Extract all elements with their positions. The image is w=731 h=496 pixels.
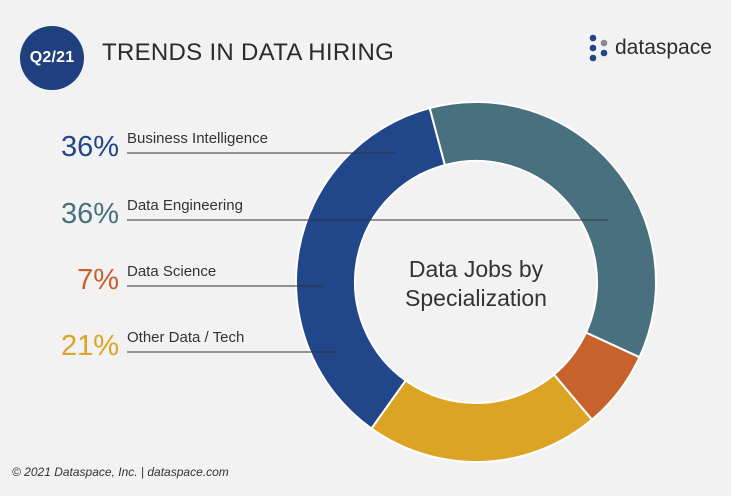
donut-slice-other-data-tech xyxy=(370,373,594,463)
legend-value-data-engineering: 36% xyxy=(61,198,119,230)
chart-center-title-line: Specialization xyxy=(405,285,547,311)
donut-slice-data-engineering xyxy=(428,101,657,359)
dataspace-logo-icon xyxy=(589,34,608,62)
chart-center-title-line: Data Jobs by xyxy=(409,256,544,282)
legend-label-data-engineering: Data Engineering xyxy=(127,197,243,214)
legend-label-other-data-tech: Other Data / Tech xyxy=(127,329,244,346)
donut-slice-business-intelligence xyxy=(295,106,447,430)
dataspace-logo: dataspace xyxy=(588,34,712,62)
logo-text: dataspace xyxy=(615,36,712,59)
legend-value-data-science: 7% xyxy=(77,264,119,296)
legend-value-business-intelligence: 36% xyxy=(61,131,119,163)
quarter-badge: Q2/21 xyxy=(20,26,84,90)
copyright-footer: © 2021 Dataspace, Inc. | dataspace.com xyxy=(12,465,229,479)
legend-value-other-data-tech: 21% xyxy=(61,330,119,362)
legend-label-business-intelligence: Business Intelligence xyxy=(127,130,268,147)
legend-label-data-science: Data Science xyxy=(127,263,216,280)
page-title: TRENDS IN DATA HIRING xyxy=(102,39,395,66)
